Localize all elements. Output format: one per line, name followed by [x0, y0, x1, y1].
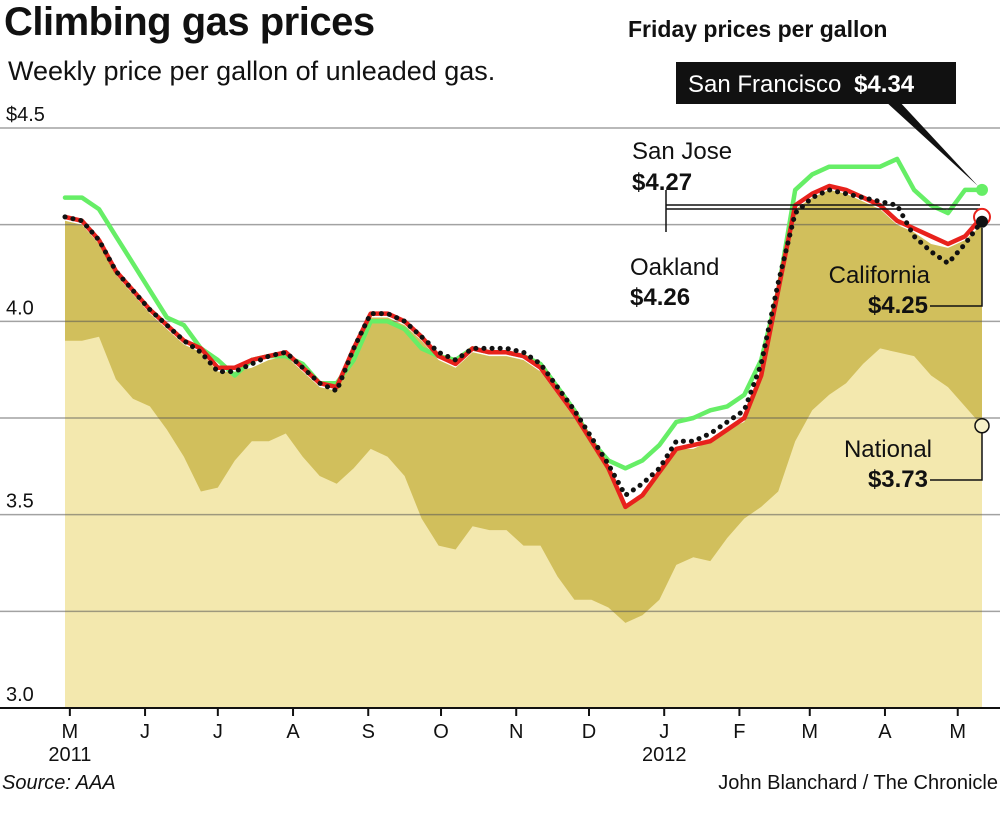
x-tick-label: A: [878, 721, 892, 743]
x-tick-label: J: [659, 721, 669, 743]
line-layer: [62, 156, 985, 510]
sf-end-point: [976, 183, 988, 196]
nat-callout: National $3.73: [844, 432, 983, 493]
sj-value: $4.27: [632, 169, 692, 196]
x-tick-label: A: [286, 721, 300, 743]
x-tick-label: S: [362, 721, 375, 743]
x-tick-label: F: [733, 721, 745, 743]
oak-label: Oakland: [630, 254, 719, 281]
x-tick-label: M: [801, 721, 818, 743]
sj-oak-callout: San Jose $4.27 Oakland $4.26: [630, 138, 980, 311]
x-year-label: 2012: [642, 744, 687, 766]
national-end-point: [974, 417, 990, 434]
y-tick-label: $4.5: [6, 104, 45, 126]
right-heading: Friday prices per gallon: [628, 16, 888, 42]
x-tick-label: M: [62, 721, 79, 743]
san-jose-line: [62, 183, 985, 510]
x-tick-label: J: [140, 721, 150, 743]
chart-title: Climbing gas prices: [4, 0, 375, 44]
y-tick-label: 3.0: [6, 684, 34, 706]
sf-value: $4.34: [854, 71, 915, 98]
y-tick-label: 4.0: [6, 297, 34, 319]
x-tick-label: D: [582, 721, 596, 743]
y-tick-label: 3.5: [6, 491, 34, 513]
sf-label: San Francisco: [688, 71, 841, 98]
ca-callout: California $4.25: [829, 228, 983, 319]
oak-value: $4.26: [630, 284, 690, 311]
national-area: [65, 336, 982, 708]
chart-subtitle: Weekly price per gallon of unleaded gas.: [8, 56, 496, 86]
source-note: Source: AAA: [2, 772, 116, 794]
ca-label: California: [829, 262, 931, 289]
nat-value: $3.73: [868, 466, 928, 493]
sf-label-box: [676, 62, 956, 104]
nat-leader: [930, 432, 983, 481]
x-tick-label: J: [213, 721, 223, 743]
oakland-line: [62, 187, 985, 498]
x-year-label: 2011: [48, 744, 91, 766]
x-tick-label: N: [509, 721, 523, 743]
end-markers: [973, 183, 991, 434]
x-tick-label: M: [949, 721, 966, 743]
sf-callout: San Francisco $4.34: [676, 62, 978, 186]
y-axis: $4.5 4.0 3.5 3.0: [6, 104, 45, 706]
sj-label: San Jose: [632, 138, 732, 165]
ca-value: $4.25: [868, 292, 928, 319]
gridlines: [0, 127, 1000, 613]
x-tick-label: O: [433, 721, 449, 743]
credit-note: John Blanchard / The Chronicle: [718, 772, 998, 794]
nat-label: National: [844, 436, 932, 463]
sf-pointer: [884, 100, 978, 186]
svg-text:San Francisco $4.34: San Francisco $4.34: [688, 71, 915, 98]
ca-leader: [930, 228, 983, 307]
oak-end-point: [976, 215, 988, 228]
area-layer: [65, 189, 982, 708]
